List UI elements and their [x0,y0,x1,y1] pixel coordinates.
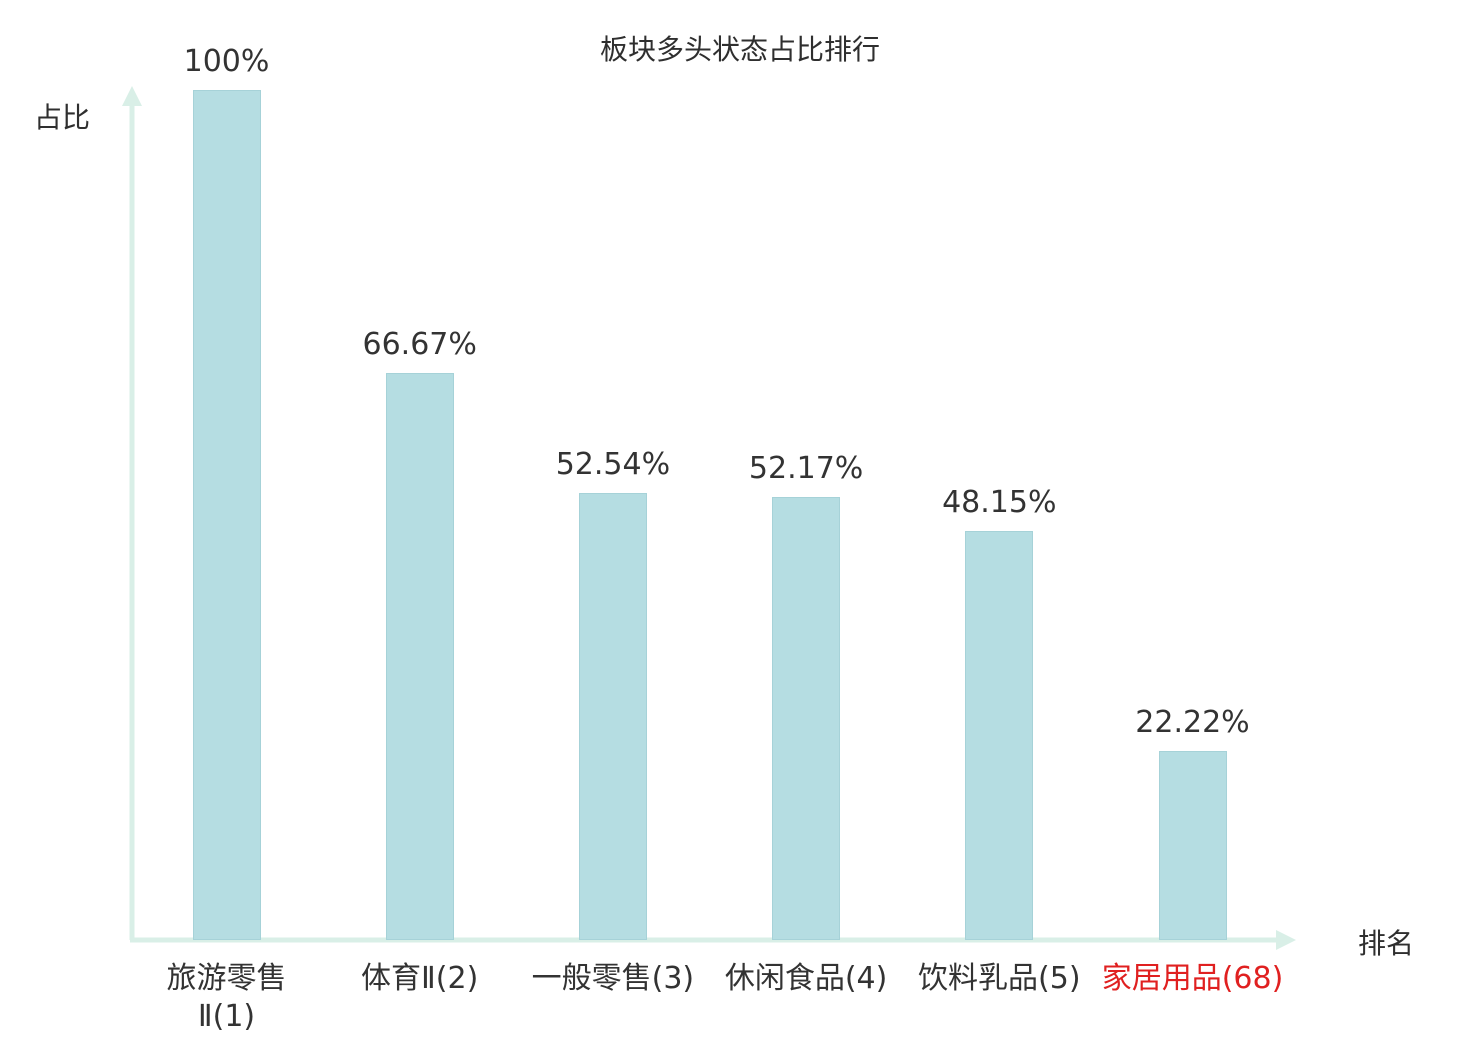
bar-value-label-3: 52.54% [555,447,671,483]
category-label-4: 休闲食品(4) [724,961,888,996]
y-axis-arrow-icon [122,86,142,106]
bar-6 [1158,751,1227,940]
bar-value-label-5: 48.15% [942,484,1057,520]
category-label-6: 家居用品(68) [1101,961,1284,996]
bar-value-label-2: 66.67% [362,327,477,363]
bar-value-label-1: 100% [183,44,270,79]
bar-5 [965,530,1034,940]
chart-title: 板块多头状态占比排行 [599,33,880,66]
category-label-2: 体育Ⅱ(2) [361,961,479,996]
x-axis-label: 排名 [1358,927,1415,960]
x-axis-arrow-icon [1276,930,1296,950]
bar-value-label-6: 22.22% [1135,705,1250,741]
bar-value-label-4: 52.17% [748,450,864,486]
bar-1 [192,90,261,940]
bar-2 [385,373,454,940]
bar-4 [772,496,841,940]
category-label-1: 旅游零售 Ⅱ(1) [166,961,287,1034]
y-axis-label: 占比 [34,101,91,134]
category-label-3: 一般零售(3) [531,961,695,996]
category-label-5: 饮料乳品(5) [918,961,1081,996]
bar-3 [578,493,647,940]
